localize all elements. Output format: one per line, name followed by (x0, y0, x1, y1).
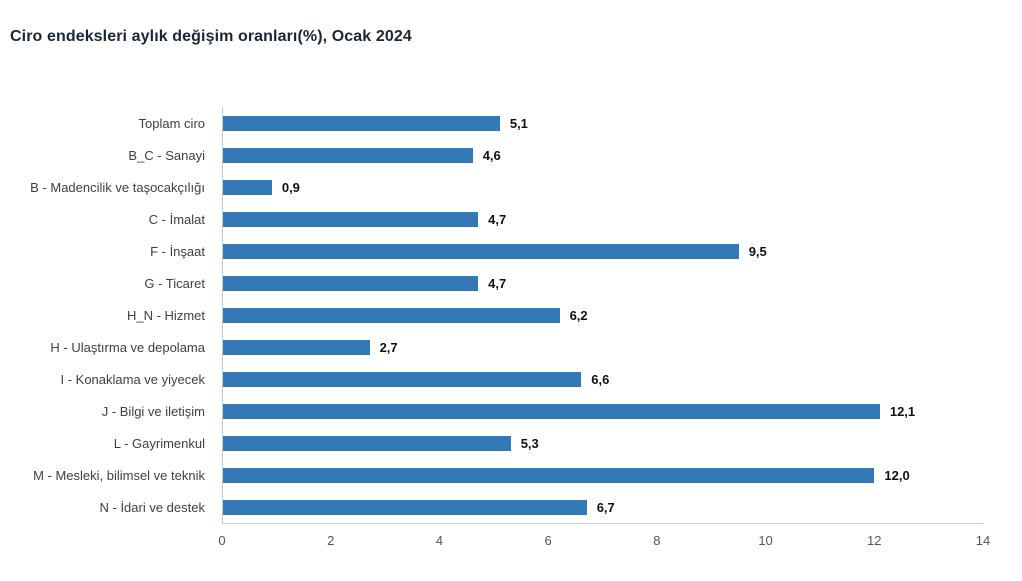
bar-track: 12,0 (222, 459, 983, 491)
x-tick-label: 4 (435, 533, 444, 548)
value-label: 6,6 (591, 371, 610, 387)
bar-row: I - Konaklama ve yiyecek 6,6 (0, 363, 1022, 395)
x-axis-row: 0 2 4 6 8 10 12 14 (0, 523, 1022, 554)
x-tick-label: 2 (327, 533, 335, 548)
bar-track: 5,1 (222, 107, 983, 139)
bar-track: 2,7 (222, 331, 983, 363)
bar[interactable] (223, 243, 739, 259)
bar[interactable] (223, 179, 272, 195)
category-label: Toplam ciro (138, 115, 205, 131)
bar-track: 12,1 (222, 395, 983, 427)
x-axis-spacer (0, 523, 222, 554)
category-label: I - Konaklama ve yiyecek (60, 371, 205, 387)
bar-row: F - İnşaat 9,5 (0, 235, 1022, 267)
bar-row: H - Ulaştırma ve depolama 2,7 (0, 331, 1022, 363)
category-label: G - Ticaret (144, 275, 205, 291)
x-tick-label: 8 (653, 533, 661, 548)
bar[interactable] (223, 115, 500, 131)
x-tick-label: 6 (544, 533, 552, 548)
bar[interactable] (223, 307, 560, 323)
bar-track: 6,2 (222, 299, 983, 331)
bar-track: 4,7 (222, 203, 983, 235)
value-label: 4,6 (482, 147, 501, 163)
bar-row: L - Gayrimenkul 5,3 (0, 427, 1022, 459)
x-axis: 0 2 4 6 8 10 12 14 (218, 523, 990, 554)
bar-track: 6,7 (222, 491, 983, 523)
bar-track: 4,7 (222, 267, 983, 299)
category-label: H - Ulaştırma ve depolama (50, 339, 205, 355)
bar-row: C - İmalat 4,7 (0, 203, 1022, 235)
category-label: H_N - Hizmet (126, 307, 205, 323)
value-label: 0,9 (281, 179, 300, 195)
x-tick-label: 10 (758, 533, 773, 548)
bar-row: B - Madencilik ve taşocakçılığı 0,9 (0, 171, 1022, 203)
bar[interactable] (223, 339, 370, 355)
category-label: N - İdari ve destek (99, 499, 206, 515)
x-tick-label: 12 (867, 533, 882, 548)
bar-row: B_C - Sanayi 4,6 (0, 139, 1022, 171)
bar[interactable] (223, 371, 582, 387)
value-label: 12,0 (884, 467, 910, 483)
value-label: 5,3 (520, 435, 539, 451)
chart-title: Ciro endeksleri aylık değişim oranları(%… (10, 28, 412, 45)
bar-track: 6,6 (222, 363, 983, 395)
category-label: C - İmalat (148, 211, 205, 227)
bar-row: M - Mesleki, bilimsel ve teknik 12,0 (0, 459, 1022, 491)
value-label: 4,7 (488, 211, 507, 227)
bar-row: N - İdari ve destek 6,7 (0, 491, 1022, 523)
bar[interactable] (223, 499, 587, 515)
value-label: 2,7 (379, 339, 398, 355)
bar-row: G - Ticaret 4,7 (0, 267, 1022, 299)
category-label: M - Mesleki, bilimsel ve teknik (33, 467, 205, 483)
bar[interactable] (223, 147, 473, 163)
bar-track: 4,6 (222, 139, 983, 171)
x-tick-label: 0 (218, 533, 226, 548)
bar-row: H_N - Hizmet 6,2 (0, 299, 1022, 331)
bar[interactable] (223, 211, 479, 227)
value-label: 6,2 (569, 307, 588, 323)
value-label: 6,7 (596, 499, 615, 515)
bar[interactable] (223, 467, 875, 483)
bar[interactable] (223, 275, 479, 291)
category-label: J - Bilgi ve iletişim (101, 403, 205, 419)
value-label: 12,1 (889, 403, 916, 419)
category-label: B - Madencilik ve taşocakçılığı (30, 179, 205, 195)
bar[interactable] (223, 403, 880, 419)
value-label: 9,5 (748, 243, 767, 259)
bar-rows: Toplam ciro 5,1 B_C - Sanayi 4,6 B - Mad… (0, 107, 1022, 523)
x-tick-label: 14 (975, 533, 991, 548)
category-label: F - İnşaat (150, 243, 205, 259)
category-label: B_C - Sanayi (128, 147, 205, 163)
category-label: L - Gayrimenkul (113, 435, 205, 451)
bar-row: J - Bilgi ve iletişim 12,1 (0, 395, 1022, 427)
bar-track: 9,5 (222, 235, 983, 267)
bar-track: 0,9 (222, 171, 983, 203)
value-label: 5,1 (509, 115, 528, 131)
bar[interactable] (223, 435, 511, 451)
bar-row: Toplam ciro 5,1 (0, 107, 1022, 139)
bar-track: 5,3 (222, 427, 983, 459)
value-label: 4,7 (488, 275, 507, 291)
